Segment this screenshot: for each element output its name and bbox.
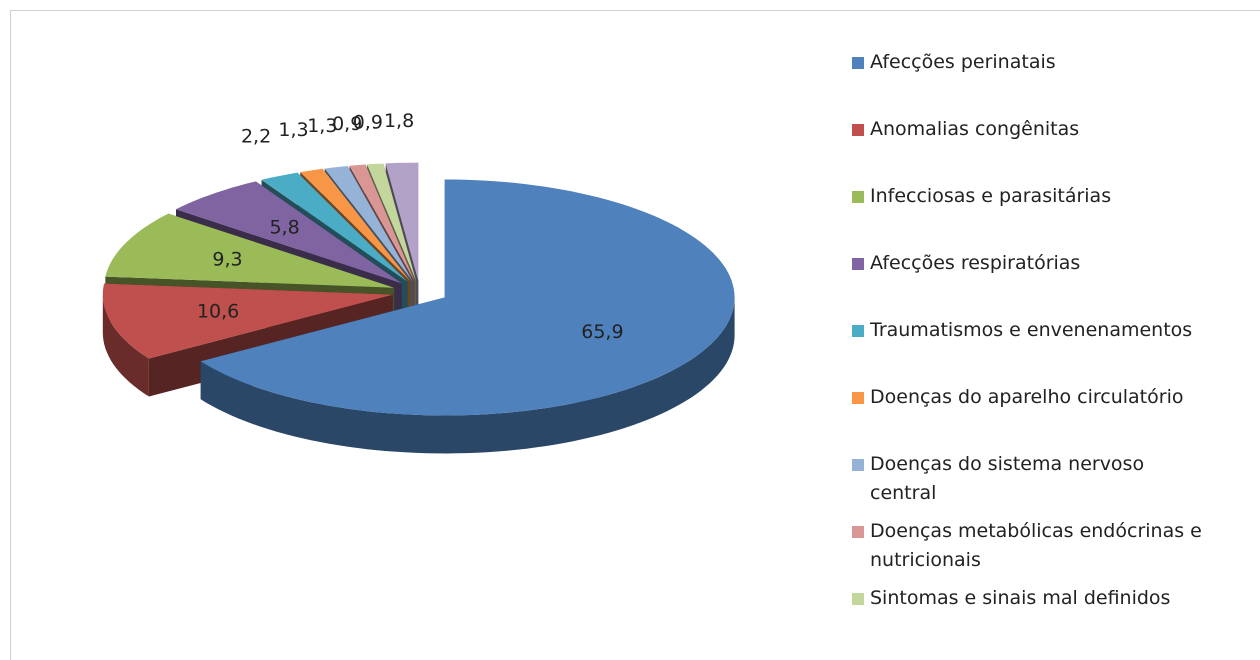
legend-swatch [852, 459, 864, 471]
legend-swatch [852, 325, 864, 337]
data-label: 1,8 [384, 110, 414, 132]
data-label: 5,8 [269, 216, 299, 238]
legend-swatch [852, 526, 864, 538]
legend-swatch [852, 57, 864, 69]
data-label: 0,9 [332, 113, 362, 135]
data-label: 0,9 [353, 111, 383, 133]
slice [105, 213, 395, 288]
chart: 65,910,69,35,82,2 1,31,30,90,9 1,8 [102, 110, 735, 454]
slice [176, 181, 402, 284]
slice-wall [200, 297, 735, 454]
slice [200, 179, 735, 416]
legend-item: Traumatismos e envenenamentos [852, 316, 1252, 383]
legend-swatch [852, 124, 864, 136]
data-label: 1,3 [307, 115, 337, 137]
legend-label: Afecções perinatais [870, 51, 1056, 73]
data-label: 9,3 [212, 249, 242, 271]
legend-swatch [852, 593, 864, 605]
data-label: 1,3 [278, 119, 308, 141]
data-label: 2,2 [241, 125, 271, 147]
legend-label: Doenças do aparelho circulatório [870, 386, 1184, 408]
slice [300, 168, 411, 282]
legend-item: Sintomas e sinais mal definidos [852, 584, 1252, 651]
slice [102, 283, 393, 359]
legend-item: Anomalias congênitas [852, 115, 1252, 182]
legend-item: Doenças do sistema nervoso central [852, 450, 1252, 517]
legend-label: Infecciosas e parasitárias [870, 185, 1112, 207]
legend: Afecções perinatais Anomalias congênitas I… [852, 48, 1252, 651]
legend-label: Sintomas e sinais mal definidos [870, 587, 1171, 609]
legend-item: Infecciosas e parasitárias [852, 182, 1252, 249]
slice [367, 163, 417, 281]
legend-item: Doenças do aparelho circulatório [852, 383, 1252, 450]
legend-label: Traumatismos e envenenamentos [870, 319, 1193, 341]
slice [349, 164, 415, 281]
legend-swatch [852, 191, 864, 203]
legend-item: Afecções respiratórias [852, 249, 1252, 316]
data-label: 65,9 [581, 321, 623, 343]
chart-frame [10, 10, 1260, 660]
data-label: 10,6 [197, 300, 239, 322]
legend-label: Doenças do sistema nervoso central [870, 453, 1145, 504]
slice [385, 162, 419, 281]
legend-label: Doenças metabólicas endócrinas e nutrici… [870, 520, 1202, 571]
slice [261, 172, 408, 282]
legend-label: Anomalias congênitas [870, 118, 1080, 140]
legend-swatch [852, 258, 864, 270]
legend-item: Doenças metabólicas endócrinas e nutrici… [852, 517, 1252, 584]
slice [324, 166, 413, 282]
legend-label: Afecções respiratórias [870, 252, 1081, 274]
legend-item: Afecções perinatais [852, 48, 1252, 115]
legend-swatch [852, 392, 864, 404]
slice-wall [102, 294, 149, 397]
